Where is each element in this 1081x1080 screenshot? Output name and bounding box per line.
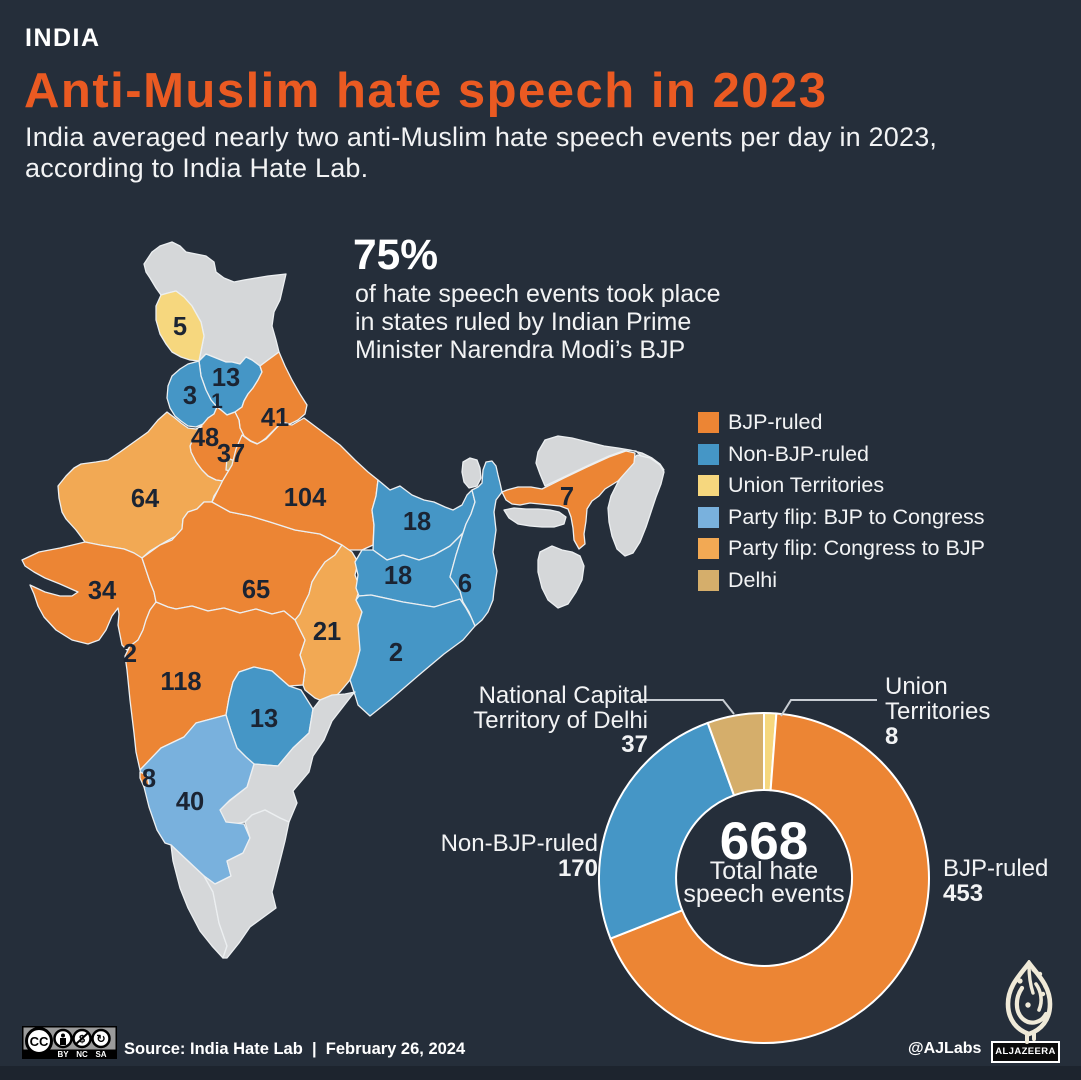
svg-text:40: 40 [176,788,204,816]
svg-text:2: 2 [123,640,137,668]
svg-text:5: 5 [173,313,187,341]
svg-text:13: 13 [250,705,278,733]
svg-text:64: 64 [131,485,160,513]
svg-text:18: 18 [384,562,412,590]
svg-text:41: 41 [261,404,289,432]
svg-text:3: 3 [183,382,197,410]
svg-text:21: 21 [313,618,341,646]
svg-text:65: 65 [242,576,270,604]
svg-text:SA: SA [95,1050,106,1059]
svg-text:7: 7 [560,483,574,511]
svg-text:37: 37 [217,440,245,468]
svg-text:1: 1 [211,390,223,413]
svg-text:8: 8 [142,765,156,793]
svg-text:BY: BY [57,1050,69,1059]
svg-text:2: 2 [389,639,403,667]
svg-text:13: 13 [212,364,240,392]
svg-text:104: 104 [284,484,327,512]
svg-text:NC: NC [76,1050,88,1059]
svg-text:6: 6 [458,570,472,598]
svg-text:48: 48 [191,424,219,452]
svg-text:18: 18 [403,508,431,536]
svg-text:↻: ↻ [96,1034,105,1046]
svg-text:118: 118 [160,668,201,696]
svg-text:34: 34 [88,577,117,605]
svg-text:CC: CC [30,1034,49,1049]
